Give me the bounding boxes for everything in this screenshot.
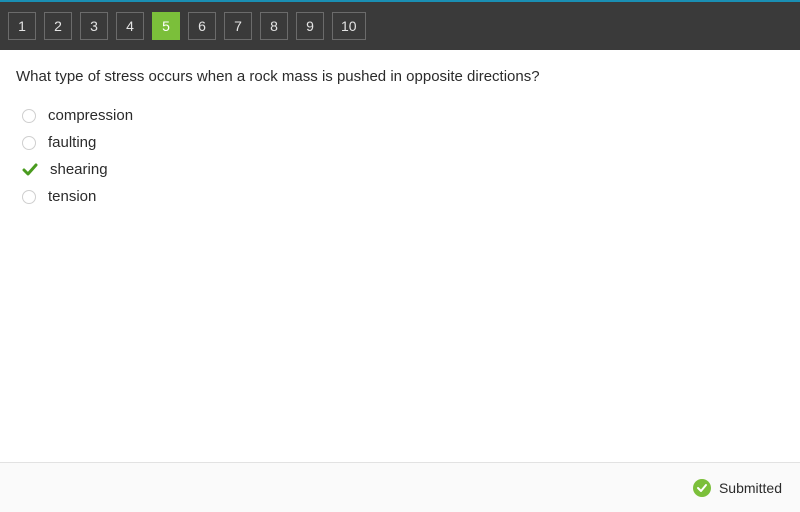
nav-label: 2 bbox=[54, 18, 62, 34]
nav-item-3[interactable]: 3 bbox=[80, 12, 108, 40]
options-list: compression faulting shearing tension bbox=[16, 107, 784, 205]
submitted-check-icon bbox=[693, 479, 711, 497]
quiz-app: 1 2 3 4 5 6 7 8 9 10 What type of stress… bbox=[0, 0, 800, 512]
question-content: What type of stress occurs when a rock m… bbox=[0, 50, 800, 462]
status-label: Submitted bbox=[719, 480, 782, 496]
nav-label: 8 bbox=[270, 18, 278, 34]
option-label: compression bbox=[48, 107, 133, 124]
nav-label: 6 bbox=[198, 18, 206, 34]
option-tension[interactable]: tension bbox=[22, 188, 784, 205]
nav-item-5[interactable]: 5 bbox=[152, 12, 180, 40]
nav-item-4[interactable]: 4 bbox=[116, 12, 144, 40]
nav-label: 7 bbox=[234, 18, 242, 34]
option-label: shearing bbox=[50, 161, 108, 178]
option-faulting[interactable]: faulting bbox=[22, 134, 784, 151]
nav-item-8[interactable]: 8 bbox=[260, 12, 288, 40]
option-label: tension bbox=[48, 188, 96, 205]
option-shearing[interactable]: shearing bbox=[22, 161, 784, 178]
status-footer: Submitted bbox=[0, 462, 800, 512]
nav-label: 5 bbox=[162, 18, 170, 34]
option-compression[interactable]: compression bbox=[22, 107, 784, 124]
nav-item-1[interactable]: 1 bbox=[8, 12, 36, 40]
nav-label: 10 bbox=[341, 18, 357, 34]
nav-item-2[interactable]: 2 bbox=[44, 12, 72, 40]
checkmark-icon bbox=[22, 162, 38, 178]
nav-label: 1 bbox=[18, 18, 26, 34]
nav-label: 3 bbox=[90, 18, 98, 34]
nav-item-7[interactable]: 7 bbox=[224, 12, 252, 40]
radio-empty-icon bbox=[22, 136, 36, 150]
nav-item-6[interactable]: 6 bbox=[188, 12, 216, 40]
nav-item-10[interactable]: 10 bbox=[332, 12, 366, 40]
option-label: faulting bbox=[48, 134, 96, 151]
radio-empty-icon bbox=[22, 190, 36, 204]
nav-label: 4 bbox=[126, 18, 134, 34]
question-text: What type of stress occurs when a rock m… bbox=[16, 68, 784, 85]
question-nav: 1 2 3 4 5 6 7 8 9 10 bbox=[0, 2, 800, 50]
nav-item-9[interactable]: 9 bbox=[296, 12, 324, 40]
radio-empty-icon bbox=[22, 109, 36, 123]
nav-label: 9 bbox=[306, 18, 314, 34]
